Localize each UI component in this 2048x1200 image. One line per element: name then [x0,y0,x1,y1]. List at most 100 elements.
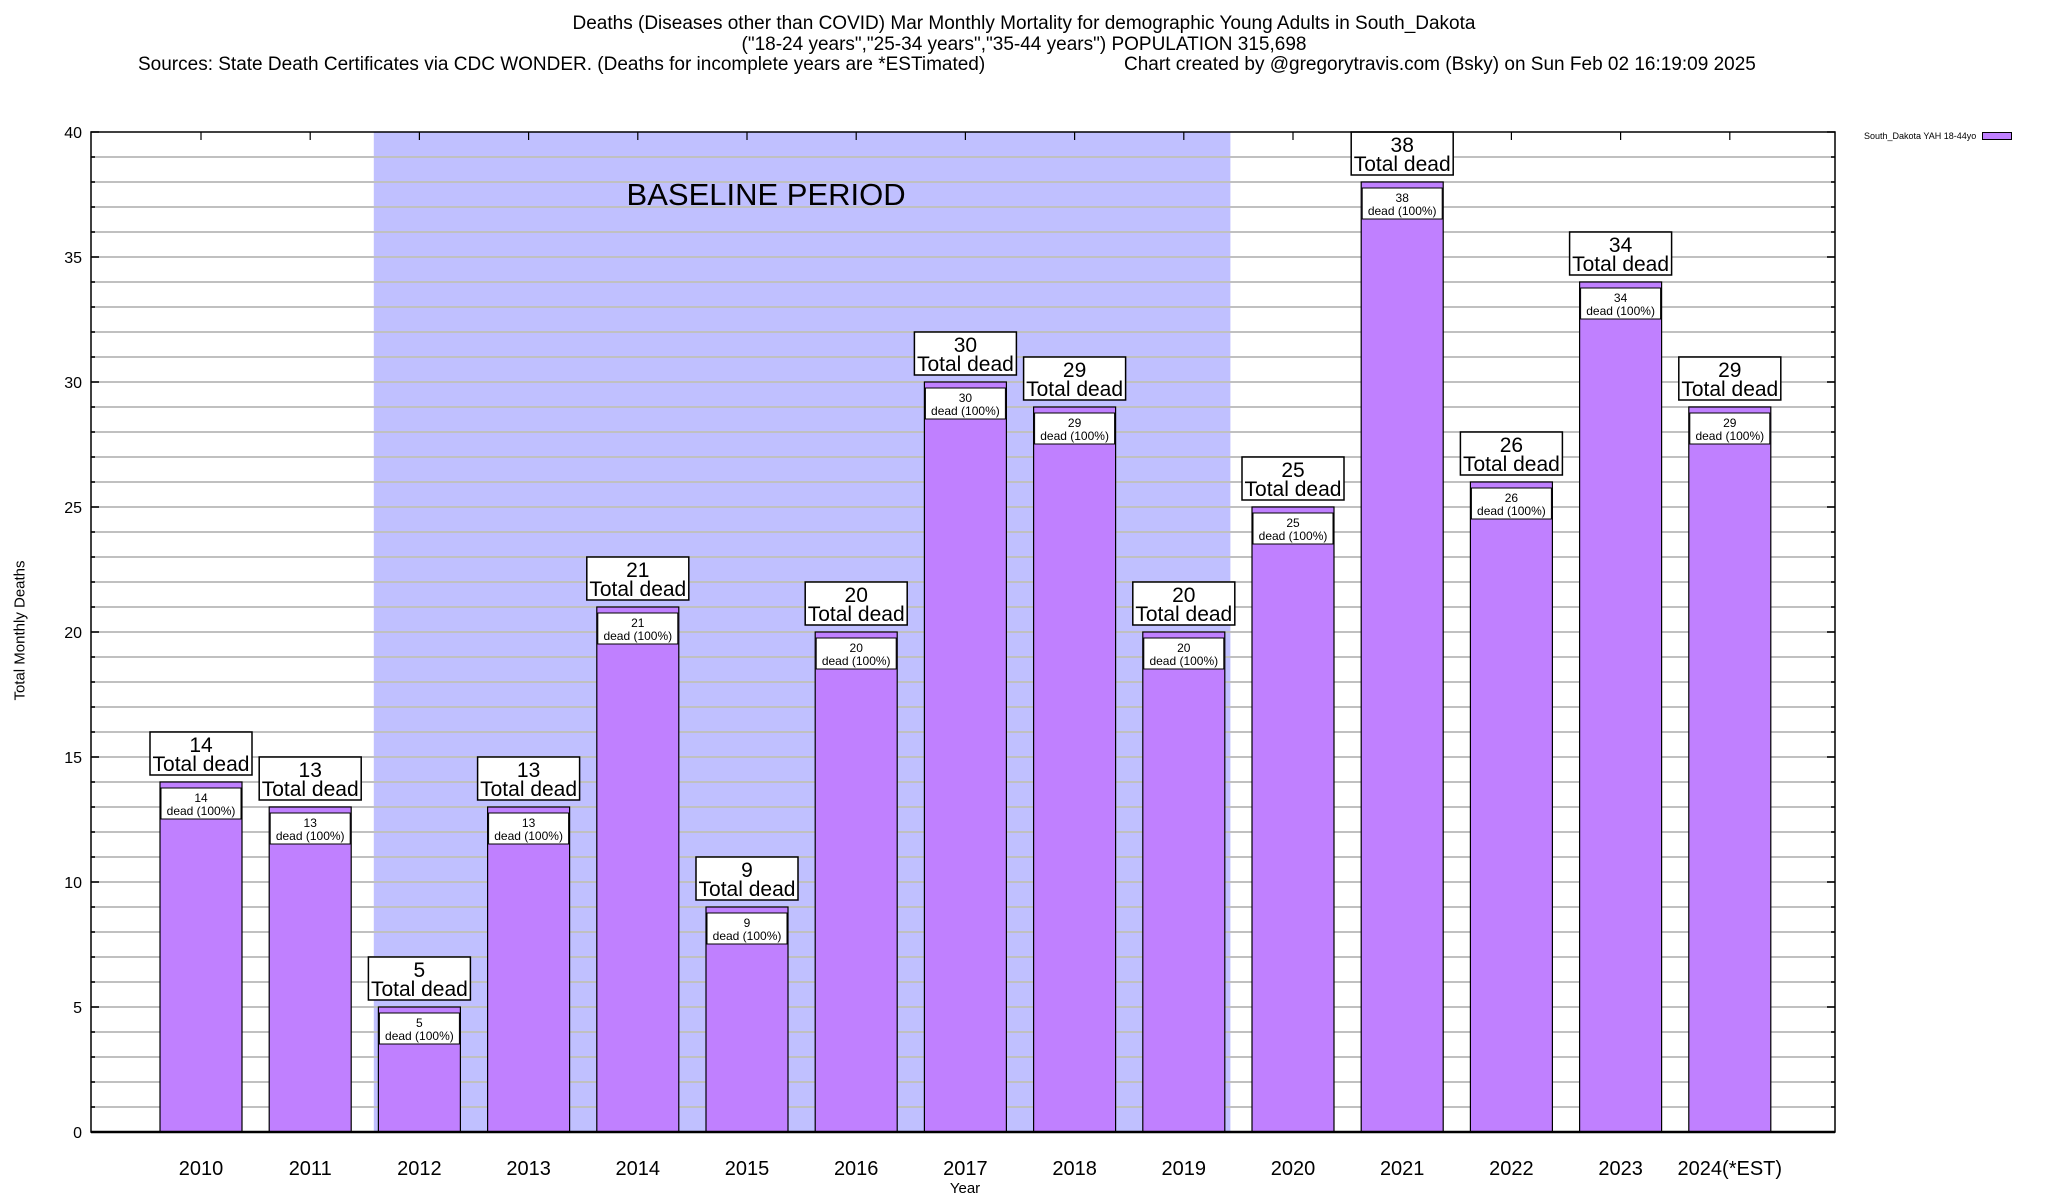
total-label-value: 30 [954,334,977,357]
bar-inner-label: dead (100%) [276,829,345,843]
bar-inner-value: 38 [1396,191,1410,205]
bar-inner-value: 30 [959,391,973,405]
bar-inner-label-box [1034,412,1116,445]
bar-2023 [1578,281,1663,1133]
bar-inner-value: 20 [1177,641,1191,655]
bar-inner-label: dead (100%) [385,1029,454,1043]
x-tick-label: 2023 [1598,1158,1643,1180]
x-tick-label: 2015 [725,1158,770,1180]
bar-2011 [268,806,352,1133]
total-label-value: 20 [845,584,868,607]
bar-2010 [159,781,243,1133]
total-label-value: 29 [1718,359,1741,382]
y-tick-label: 0 [73,1125,82,1142]
chart-subtitle: ("18-24 years","25-34 years","35-44 year… [741,34,1307,55]
x-tick-label: 2010 [179,1158,224,1180]
total-label-value: 34 [1609,234,1633,257]
bar-inner-label-box [1580,287,1662,320]
y-axis-label: Total Monthly Deaths [11,560,29,701]
total-label-box [1022,356,1127,401]
y-tick-label: 15 [64,750,82,767]
bar-inner-label-box [1361,187,1443,220]
total-label-box [258,756,362,801]
total-label-text: Total dead [1245,478,1342,501]
bar-inner-label-box [488,812,570,845]
bar-inner-value: 13 [522,816,536,830]
bar-inner-label: dead (100%) [167,804,236,818]
x-tick-label: 2021 [1380,1158,1425,1180]
y-tick-label: 30 [64,375,82,392]
total-label-text: Total dead [589,578,686,601]
bar-inner-value: 29 [1723,416,1737,430]
total-label-text: Total dead [1572,253,1669,276]
total-label-value: 25 [1281,459,1304,482]
total-label-box [1132,581,1236,626]
bar-2019 [1142,631,1226,1133]
total-label-box [695,856,799,901]
bar-inner-label-box [378,1012,460,1045]
bar-inner-label-box [815,637,897,670]
total-label-text: Total dead [808,603,905,626]
x-tick-label: 2016 [834,1158,879,1180]
total-label-text: Total dead [1026,378,1123,401]
bar-inner-label-box [1470,487,1552,520]
x-tick-label: 2013 [506,1158,551,1180]
total-label-text: Total dead [699,878,796,901]
total-label-value: 5 [414,959,426,982]
bar-inner-label: dead (100%) [1477,504,1546,518]
bar-2021 [1360,181,1444,1133]
total-label-value: 20 [1172,584,1195,607]
x-axis-label: Year [949,1180,981,1197]
bar-2013 [487,806,571,1133]
y-tick-label: 35 [64,250,82,267]
baseline-period-label: BASELINE PERIOD [627,177,906,212]
bar-inner-label: dead (100%) [603,629,672,643]
total-label-box [1241,456,1345,501]
bar-inner-label: dead (100%) [1586,304,1655,318]
total-label-value: 26 [1500,434,1523,457]
bar-inner-label: dead (100%) [1259,529,1328,543]
total-label-box [1678,356,1782,401]
total-label-text: Total dead [480,778,577,801]
total-label-box [1459,431,1564,476]
bar-inner-value: 5 [416,1016,423,1030]
bar-inner-value: 13 [304,816,318,830]
total-label-value: 9 [741,859,753,882]
bar-2014 [596,606,680,1133]
y-tick-label: 20 [64,625,82,642]
total-label-value: 38 [1391,134,1414,157]
total-label-value: 13 [299,759,322,782]
bar-inner-label-box [269,812,351,845]
bar-2017 [923,381,1008,1133]
bar-inner-label-box [1143,637,1225,670]
x-tick-label: 2014 [616,1158,661,1180]
bar-inner-value: 20 [850,641,864,655]
legend-swatch [1982,132,2013,140]
bar-inner-label-box [706,912,788,945]
total-label-value: 13 [517,759,540,782]
total-label-box [804,581,908,626]
bar-inner-label: dead (100%) [1149,654,1218,668]
total-label-value: 29 [1063,359,1086,382]
bar-inner-label-box [160,787,242,820]
chart-sources: Sources: State Death Certificates via CD… [138,54,986,75]
y-tick-label: 40 [64,125,82,142]
total-label-box [1568,231,1673,276]
total-label-text: Total dead [1354,153,1451,176]
total-label-value: 21 [626,559,649,582]
bar-2024(*EST) [1688,406,1772,1133]
x-tick-label: 2018 [1052,1158,1097,1180]
bar-inner-value: 29 [1068,416,1082,430]
total-label-value: 14 [189,734,213,757]
y-tick-label: 25 [64,500,82,517]
bar-inner-label: dead (100%) [1040,429,1109,443]
total-label-text: Total dead [1463,453,1560,476]
x-tick-label: 2012 [397,1158,442,1180]
x-tick-label: 2017 [943,1158,988,1180]
legend: South_Dakota YAH 18-44yo [1864,131,2013,141]
total-label-text: Total dead [917,353,1014,376]
bar-inner-label: dead (100%) [931,404,1000,418]
bar-inner-value: 26 [1505,491,1519,505]
total-label-box [913,331,1018,376]
